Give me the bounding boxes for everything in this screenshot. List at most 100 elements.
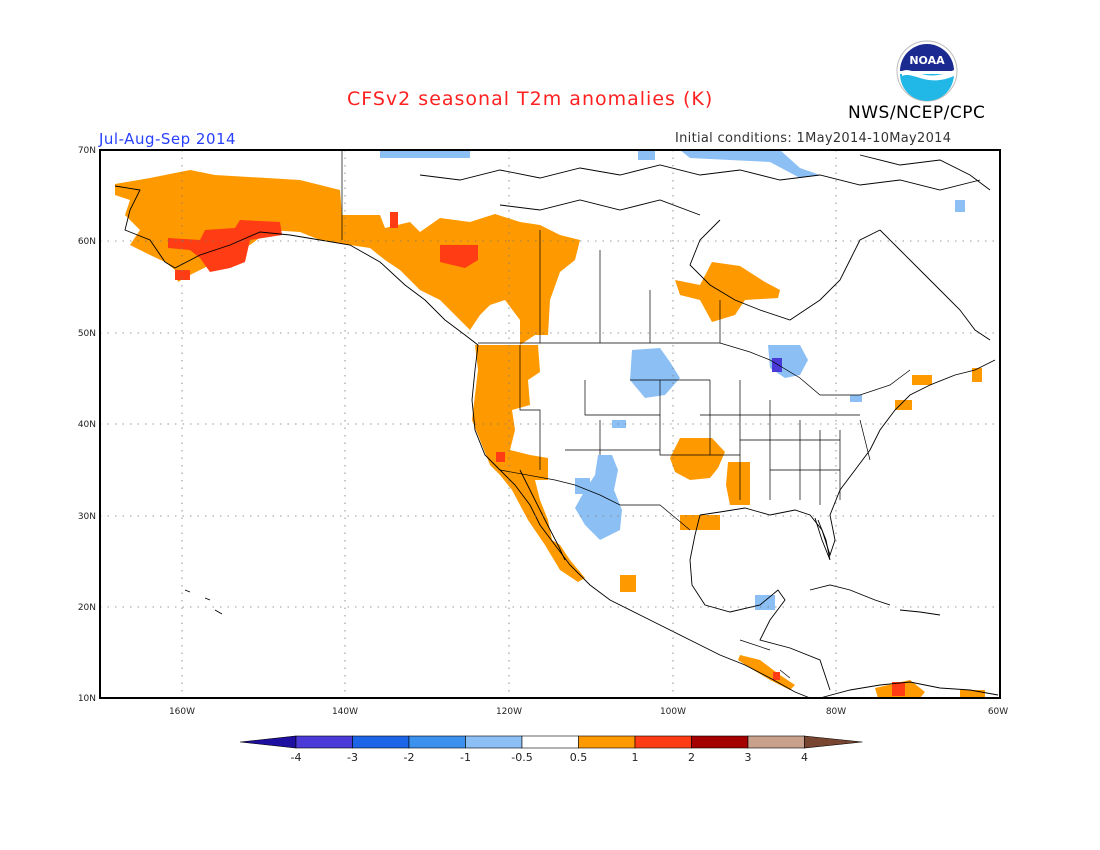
hot-spot-central-america <box>773 672 780 680</box>
coast-hispaniola <box>899 609 941 616</box>
colorbar: -4 -3 -2 -1 -0.5 0.5 1 2 3 4 <box>239 735 863 764</box>
initial-conditions: Initial conditions: 1May2014-10May2014 <box>675 131 952 146</box>
latitude-labels: 70N 60N 50N 40N 30N 20N 10N <box>78 146 96 704</box>
warm-region-newengland <box>895 400 912 410</box>
border-states-5 <box>700 414 860 471</box>
coast-gulf <box>699 359 996 557</box>
colorbar-swatch <box>295 735 353 749</box>
warm-region-maine <box>972 368 982 382</box>
hot-spot-aleutian <box>175 270 190 280</box>
colorbar-arrow-right <box>804 735 863 749</box>
lon-label: 160W <box>169 707 195 717</box>
cool-region-greenland <box>955 200 965 212</box>
cool-region-arctic-1 <box>380 150 470 158</box>
border-states-1 <box>519 345 541 470</box>
hot-spot-yukon <box>440 245 478 268</box>
political-borders <box>341 150 911 679</box>
hot-spot-south-america <box>892 682 905 696</box>
warm-region-venezuela <box>960 690 985 698</box>
agency-label: NWS/NCEP/CPC <box>848 103 986 123</box>
colorbar-arrow-left <box>239 735 297 749</box>
colorbar-swatch <box>747 735 805 749</box>
colorbar-tick-label: 0.5 <box>570 751 588 764</box>
lat-label: 20N <box>78 603 96 613</box>
colorbar-swatch <box>634 735 692 749</box>
warm-region-mississippi <box>726 462 750 505</box>
map-frame <box>99 149 1001 699</box>
colorbar-tick-label: -0.5 <box>511 751 532 764</box>
border-states-6 <box>819 419 871 505</box>
gridlines <box>100 150 1000 698</box>
cool-region-arctic-2 <box>680 150 820 178</box>
colorbar-tick-label: -4 <box>291 751 302 764</box>
coast-arctic-islands-2 <box>499 199 701 216</box>
warm-region-central-america <box>738 655 795 690</box>
border-states-4 <box>709 380 801 500</box>
border-states-3 <box>565 379 710 455</box>
lat-label: 60N <box>78 237 96 247</box>
hawaii <box>184 589 223 615</box>
coast-labrador <box>879 229 991 341</box>
hot-spot-alaska-south <box>168 220 282 272</box>
colorbar-swatch <box>465 735 523 749</box>
lat-label: 50N <box>78 329 96 339</box>
border-central-america <box>739 639 791 679</box>
lat-label: 10N <box>78 694 96 704</box>
coastlines <box>114 154 999 699</box>
warm-region-alaska <box>115 170 580 345</box>
lon-label: 100W <box>660 707 686 717</box>
lon-label: 140W <box>332 707 358 717</box>
lon-label: 60W <box>988 707 1008 717</box>
lon-label: 80W <box>826 707 846 717</box>
warm-region-south <box>680 515 720 530</box>
colorbar-tick-label: 4 <box>801 751 808 764</box>
noaa-logo-icon: NOAA <box>896 40 958 102</box>
coast-north-america-west <box>114 185 811 699</box>
border-states-2 <box>584 380 741 500</box>
cool-region-ny <box>850 395 862 402</box>
hot-spot-yukon-2 <box>390 212 398 228</box>
colorbar-swatch <box>691 735 749 749</box>
cool-region-southwest <box>575 455 622 540</box>
coast-south-america <box>819 681 999 699</box>
coast-florida <box>814 517 831 561</box>
map-title: CFSv2 seasonal T2m anomalies (K) <box>347 88 714 110</box>
colorbar-tick-label: -1 <box>460 751 471 764</box>
forecast-period: Jul-Aug-Sep 2014 <box>99 130 237 148</box>
coast-mexico-east <box>689 514 831 691</box>
warm-region-northeast <box>912 375 932 385</box>
colorbar-swatch <box>352 735 410 749</box>
warm-region-us-west <box>472 345 585 582</box>
lat-label: 40N <box>78 420 96 430</box>
coast-greenland <box>859 154 991 191</box>
warm-region-central <box>670 438 725 480</box>
colorbar-tick-label: 3 <box>745 751 752 764</box>
border-us-canada <box>478 342 911 396</box>
border-provinces <box>539 230 721 343</box>
lon-label: 120W <box>496 707 522 717</box>
colorbar-swatch <box>578 735 636 749</box>
colorbar-tick-label: -2 <box>404 751 415 764</box>
svg-text:NOAA: NOAA <box>909 54 945 67</box>
warm-region-canada <box>675 262 780 322</box>
lat-label: 70N <box>78 146 96 156</box>
cold-spot-great-lakes <box>772 358 782 372</box>
anomaly-shading <box>115 150 985 698</box>
cool-region-mexico-south <box>755 595 775 610</box>
cool-region-dakotas <box>630 348 680 398</box>
cool-region-arctic-3 <box>638 150 655 160</box>
warm-region-mexico-west <box>620 575 636 592</box>
colorbar-swatch <box>408 735 466 749</box>
lat-label: 30N <box>78 512 96 522</box>
border-us-mexico <box>499 469 691 531</box>
cool-region-arizona <box>575 478 590 494</box>
coast-baja <box>519 469 566 561</box>
colorbar-swatch <box>521 735 579 749</box>
hot-spot-socal <box>496 452 505 462</box>
colorbar-tick-label: 2 <box>688 751 695 764</box>
longitude-labels: 160W 140W 120W 100W 80W 60W <box>169 707 1008 717</box>
coast-hudson-bay <box>689 219 881 321</box>
colorbar-tick-label: 1 <box>632 751 639 764</box>
coast-cuba <box>809 584 891 606</box>
